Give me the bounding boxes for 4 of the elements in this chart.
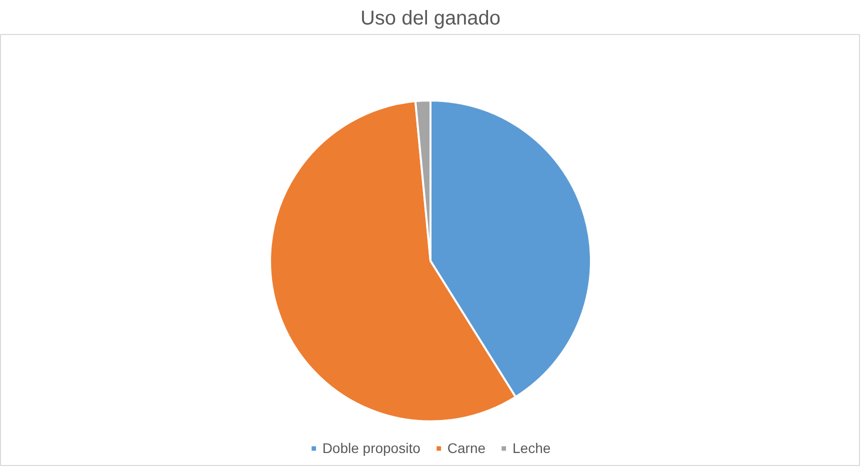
chart-title: Uso del ganado [360, 8, 501, 30]
legend-label: Carne [447, 440, 486, 456]
legend-label: Leche [512, 440, 551, 456]
legend-label: Doble proposito [322, 440, 420, 456]
